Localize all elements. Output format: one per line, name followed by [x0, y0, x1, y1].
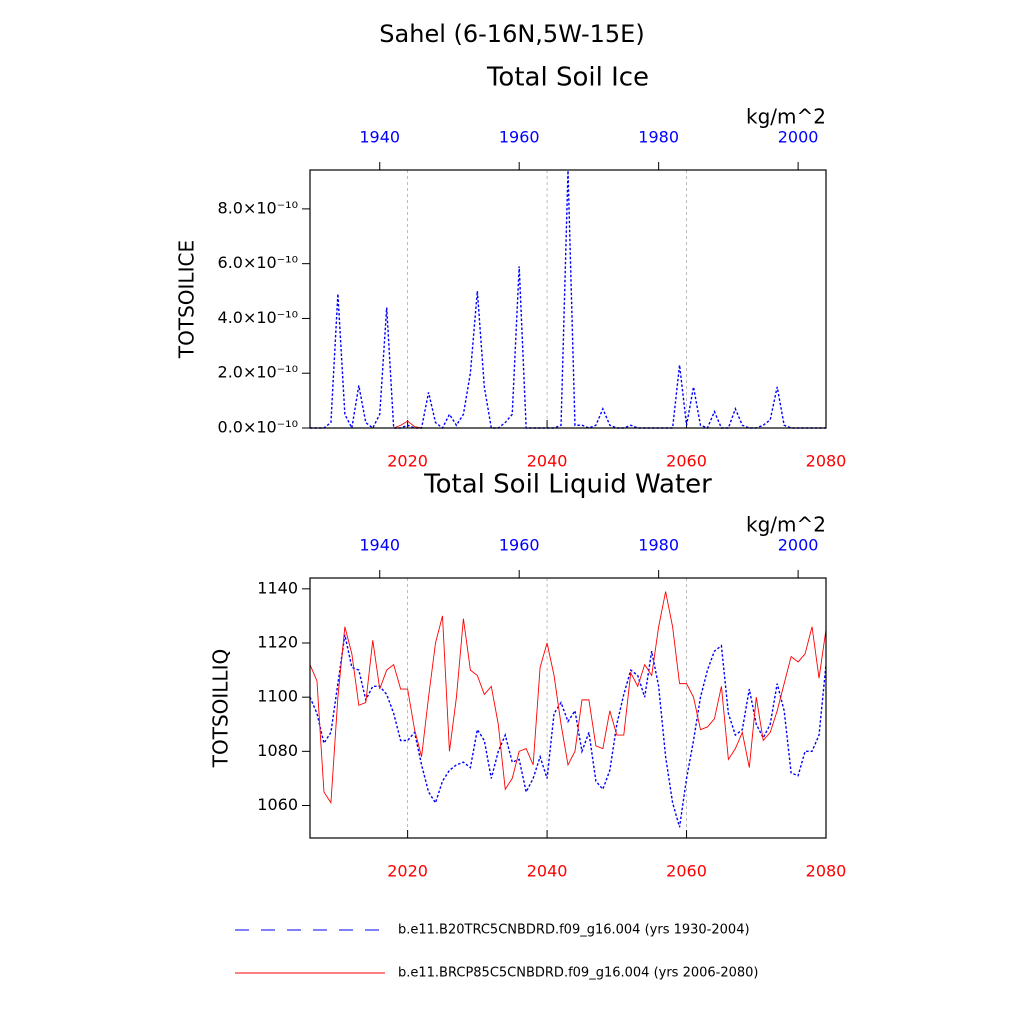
panel-title: Total Soil Ice	[486, 63, 649, 93]
x-tick-label: 2020	[387, 862, 428, 881]
y-tick-label: 1100	[257, 687, 298, 706]
legend-label: b.e11.BRCP85C5CNBDRD.f09_g16.004 (yrs 20…	[398, 966, 759, 981]
x2-tick-label: 1980	[638, 536, 679, 555]
plot-frame	[309, 577, 827, 839]
x-tick-label: 2060	[666, 862, 707, 881]
x-tick-label: 2080	[806, 862, 847, 881]
units-label: kg/m^2	[746, 105, 826, 129]
y-tick-label: 1120	[257, 633, 298, 652]
main-title: Sahel (6-16N,5W-15E)	[379, 20, 644, 48]
series-line	[310, 170, 826, 431]
y-axis-label: TOTSOILICE	[175, 240, 199, 359]
x2-tick-label: 2000	[778, 128, 819, 147]
x2-tick-label: 1960	[499, 128, 540, 147]
x-tick-label: 2060	[666, 452, 707, 471]
x-tick-label: 2080	[806, 452, 847, 471]
y-tick-label: 1060	[257, 795, 298, 814]
y-tick-label: 0.0×10⁻¹⁰	[218, 418, 298, 437]
x2-tick-label: 2000	[778, 536, 819, 555]
panel-title: Total Soil Liquid Water	[423, 470, 712, 500]
plot-frame	[309, 169, 827, 429]
x-tick-label: 2040	[527, 862, 568, 881]
units-label: kg/m^2	[746, 513, 826, 537]
legend-label: b.e11.B20TRC5CNBDRD.f09_g16.004 (yrs 193…	[398, 923, 750, 938]
x-tick-label: 2020	[387, 452, 428, 471]
y-tick-label: 1080	[257, 741, 298, 760]
series-line	[309, 634, 827, 828]
y-tick-label: 4.0×10⁻¹⁰	[218, 308, 298, 327]
x2-tick-label: 1980	[638, 128, 679, 147]
y-tick-label: 1140	[257, 578, 298, 597]
x-tick-label: 2040	[527, 452, 568, 471]
x2-tick-label: 1940	[359, 128, 400, 147]
x2-tick-label: 1960	[499, 536, 540, 555]
y-tick-label: 8.0×10⁻¹⁰	[218, 198, 298, 217]
y-tick-label: 6.0×10⁻¹⁰	[218, 253, 298, 272]
series-line	[309, 591, 827, 805]
y-tick-label: 2.0×10⁻¹⁰	[218, 363, 298, 382]
y-axis-label: TOTSOILLIQ	[209, 649, 233, 768]
series-line	[310, 420, 826, 429]
x2-tick-label: 1940	[359, 536, 400, 555]
